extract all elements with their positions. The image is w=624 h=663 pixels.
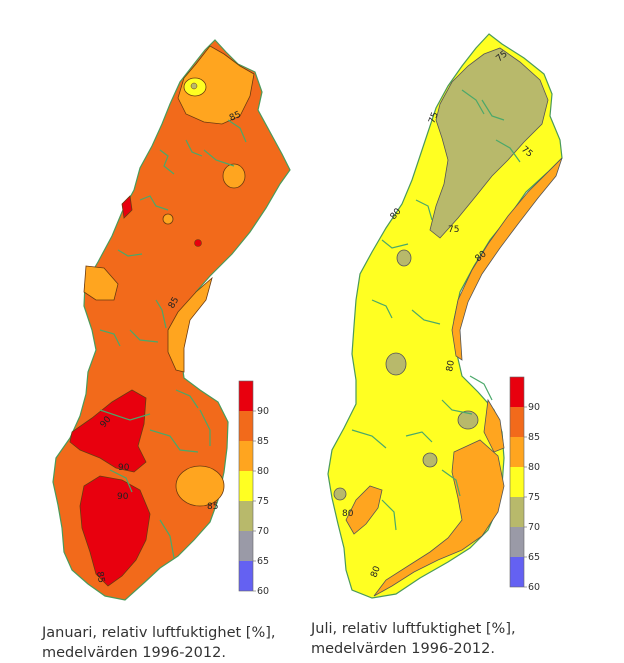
- zone-80-85-north: [177, 45, 255, 125]
- zone-80-85-west: [83, 265, 119, 301]
- zone-70-75-north: [190, 82, 198, 90]
- legend-swatch: [239, 441, 253, 471]
- contour-label: 85: [167, 296, 181, 311]
- zone-70-75-patch-a: [396, 249, 412, 267]
- legend-tick-label: 70: [257, 526, 269, 537]
- legend-swatch: [239, 501, 253, 531]
- caption-line: medelvärden 1996-2012.: [311, 641, 495, 657]
- lakes-rivers: [351, 89, 521, 531]
- zone-70-75-patch-d: [422, 452, 438, 468]
- contour-label: 75: [427, 111, 440, 125]
- legend-frame: [238, 380, 254, 592]
- zone-90-plus-south: [79, 475, 151, 587]
- juli-humidity-map: 75 75 75 75 80 80 80 80 80 9085807570656…: [327, 33, 563, 599]
- legend-tick-label: 90: [528, 402, 540, 413]
- contour-label: 80: [369, 565, 382, 579]
- caption-line: medelvärden 1996-2012.: [42, 645, 226, 661]
- januari-humidity-map: 85 85 90 90 90 85 85 90 85 80 75 70 65 60: [52, 39, 291, 601]
- legend-swatch: [239, 561, 253, 591]
- juli-map-panel: 75 75 75 75 80 80 80 80 80 90 85 80 75 70 65 6…: [312, 0, 624, 619]
- color-legend: 90 85 80 75 70 65 60: [509, 376, 540, 593]
- legend-tick-label: 75: [528, 492, 540, 503]
- zone-80-85-east: [175, 465, 225, 507]
- legend-swatch: [510, 377, 524, 407]
- legend-frame: [509, 376, 525, 588]
- legend-swatch: [239, 471, 253, 501]
- legend-swatch: [510, 527, 524, 557]
- januari-map-panel: 85 85 90 90 90 85 85 90 85 80 75 70 65 60: [0, 0, 312, 619]
- legend-tick-label: 85: [257, 436, 269, 447]
- zone-80-85-east: [483, 398, 505, 453]
- zone-90-plus-north: [121, 195, 133, 219]
- contour-label: 80: [445, 359, 457, 372]
- zone-80-85-patch-b: [162, 213, 174, 225]
- januari-caption: Januari, relativ luftfuktighet [%], mede…: [42, 623, 276, 663]
- contour-label: 75: [448, 225, 459, 235]
- contour-label: 85: [207, 502, 218, 512]
- contour-label: 85: [94, 571, 106, 584]
- zone-80-85-west: [345, 485, 383, 535]
- legend-swatch: [510, 557, 524, 587]
- zone-80-85-south: [373, 439, 505, 597]
- zone-80-85-coast: [167, 276, 213, 373]
- contour-label: 90: [118, 463, 130, 473]
- zone-80-85-patch-a: [222, 163, 246, 189]
- legend-tick-label: 85: [528, 432, 540, 443]
- legend-tick-label: 65: [528, 552, 540, 563]
- legend-swatch: [510, 467, 524, 497]
- sweden-land: [327, 33, 563, 599]
- zone-70-75-patch-b: [385, 352, 407, 376]
- legend-tick-label: 75: [257, 496, 269, 507]
- contour-label: 90: [117, 492, 129, 502]
- contour-label: 85: [228, 110, 243, 124]
- zone-90-plus-dot: [194, 239, 202, 247]
- zone-90-plus-central: [69, 389, 147, 473]
- legend-tick-label: 80: [528, 462, 540, 473]
- zone-70-75-patch-c: [457, 410, 479, 430]
- caption-line: Januari, relativ luftfuktighet [%],: [42, 625, 276, 641]
- legend-tick-label: 60: [257, 586, 269, 597]
- legend-swatch: [239, 411, 253, 441]
- caption-line: Juli, relativ luftfuktighet [%],: [311, 621, 516, 637]
- juli-caption: Juli, relativ luftfuktighet [%], medelvä…: [311, 619, 516, 659]
- zone-70-75-north: [429, 47, 549, 239]
- color-legend: 90 85 80 75 70 65 60: [238, 380, 269, 597]
- legend-tick-label: 90: [257, 406, 269, 417]
- zone-80-85-coast: [451, 157, 563, 361]
- legend-tick-label: 60: [528, 582, 540, 593]
- zone-70-75-patch-e: [333, 487, 347, 501]
- legend-swatch: [510, 407, 524, 437]
- legend-tick-label: 70: [528, 522, 540, 533]
- legend-swatch: [510, 437, 524, 467]
- legend-swatch: [239, 531, 253, 561]
- contour-label: 80: [342, 509, 354, 519]
- lakes-rivers: [99, 119, 247, 559]
- legend-tick-label: 80: [257, 466, 269, 477]
- legend-swatch: [510, 497, 524, 527]
- legend-swatch: [239, 381, 253, 411]
- legend-tick-label: 65: [257, 556, 269, 567]
